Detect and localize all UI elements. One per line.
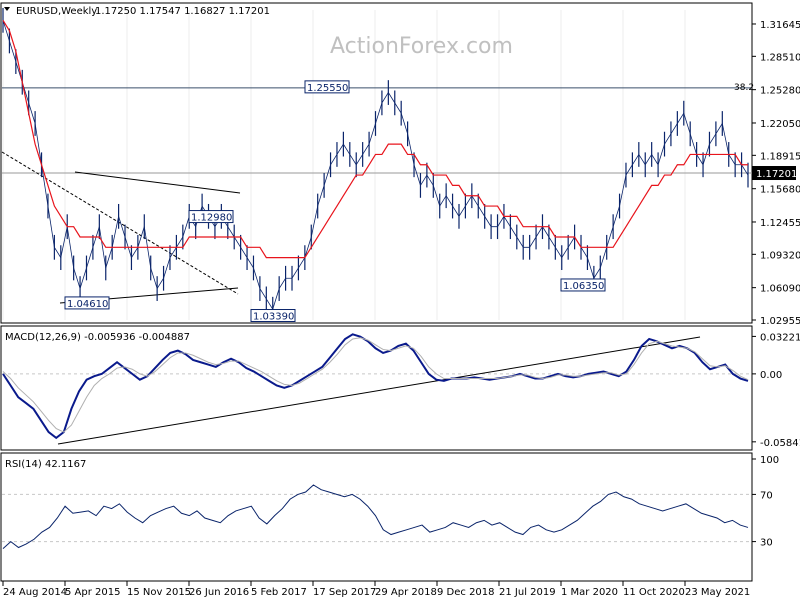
watermark: ActionForex.com — [330, 34, 513, 59]
chart-title: EURUSD,Weekly — [16, 6, 97, 17]
annotation-label: 1.12980 — [191, 213, 232, 224]
price-annotation: 1.25550 — [304, 80, 350, 94]
x-tick-label: 26 Jun 2016 — [189, 587, 249, 598]
last-price-box — [752, 166, 796, 181]
annotation-box — [188, 210, 234, 224]
fib-label: 38.2 — [734, 83, 754, 93]
price-series-line — [2, 20, 749, 311]
price-y-tick-label: 1.06090 — [760, 284, 800, 295]
dropdown-arrow-icon[interactable] — [4, 7, 10, 11]
triangle-upper-line — [74, 171, 241, 194]
macd-y-tick-label: -0.058413 — [760, 438, 800, 449]
price-y-tick-label: 1.18915 — [760, 151, 800, 162]
price-layer — [2, 7, 749, 322]
annotation-label: 1.25550 — [307, 83, 348, 94]
macd-signal-line — [2, 337, 749, 433]
x-tick-label: 29 Apr 2018 — [375, 587, 437, 598]
x-tick-label: 23 May 2021 — [685, 587, 750, 598]
rsi-line — [2, 484, 749, 550]
macd-y-tick-label: 0.00 — [760, 370, 782, 381]
price-y-tick-label: 1.28510 — [760, 52, 800, 63]
macd-title: MACD(12,26,9) -0.005936 -0.004887 — [5, 332, 190, 343]
price-y-tick-label: 1.31645 — [760, 20, 800, 31]
annotation-box — [304, 80, 350, 94]
x-tick-label: 11 Oct 2020 — [623, 587, 685, 598]
rsi-panel-border — [0, 452, 753, 582]
x-tick-label: 17 Sep 2017 — [313, 587, 376, 598]
price-annotation: 1.12980 — [188, 210, 234, 224]
price-y-tick-label: 1.02955 — [760, 316, 800, 327]
macd-panel-border — [0, 325, 753, 451]
annotation-box — [560, 278, 606, 292]
rsi-layer — [2, 484, 749, 550]
price-annotation: 1.03390 — [250, 309, 296, 323]
macd-trend-line — [57, 336, 701, 445]
x-tick-label: 9 Dec 2018 — [437, 587, 495, 598]
rsi-y-tick-label: 70 — [760, 490, 773, 501]
price-y-tick-label: 1.25280 — [760, 86, 800, 97]
annotation-label: 1.03390 — [253, 312, 294, 323]
price-annotation: 1.06350 — [560, 278, 606, 292]
macd-line — [2, 333, 749, 440]
x-tick-label: 21 Jul 2019 — [499, 587, 556, 598]
annotation-box — [250, 309, 296, 323]
rsi-y-tick-label: 100 — [760, 455, 779, 466]
price-y-tick-label: 1.09320 — [760, 250, 800, 261]
x-tick-label: 15 Nov 2015 — [127, 587, 191, 598]
axis-layer: 1.31645 1.28510 1.25280 1.22050 1.18915 1.156… — [2, 20, 800, 598]
x-tick-label: 24 Aug 2014 — [3, 587, 67, 598]
price-y-tick-label: 1.15680 — [760, 185, 800, 196]
rsi-y-tick-label: 30 — [760, 538, 773, 549]
reference-lines — [1, 87, 752, 445]
price-annotation: 1.04610 — [64, 296, 110, 310]
annotation-label: 1.04610 — [67, 299, 108, 310]
price-panel-border — [0, 2, 753, 324]
last-price-label: 1.17201 — [756, 169, 797, 180]
x-tick-label: 1 Mar 2020 — [561, 587, 618, 598]
x-tick-label: 5 Feb 2017 — [251, 587, 307, 598]
macd-layer — [2, 333, 749, 440]
price-y-tick-label: 1.12455 — [760, 218, 800, 229]
annotation-layer: 1.17201 1.25550 1.12980 1.04610 1.03390 1.063… — [64, 80, 797, 323]
x-tick-label: 5 Apr 2015 — [65, 587, 120, 598]
annotation-label: 1.06350 — [563, 281, 604, 292]
moving-average-line — [2, 20, 748, 259]
macd-y-tick-label: 0.032215 — [760, 332, 800, 343]
price-y-tick-label: 1.22050 — [760, 119, 800, 130]
chart-ohlc: 1.17250 1.17547 1.16827 1.17201 — [95, 6, 270, 17]
annotation-box — [64, 296, 110, 310]
last-price-tag: 1.17201 — [752, 166, 797, 181]
rsi-title: RSI(14) 42.1167 — [5, 459, 86, 470]
